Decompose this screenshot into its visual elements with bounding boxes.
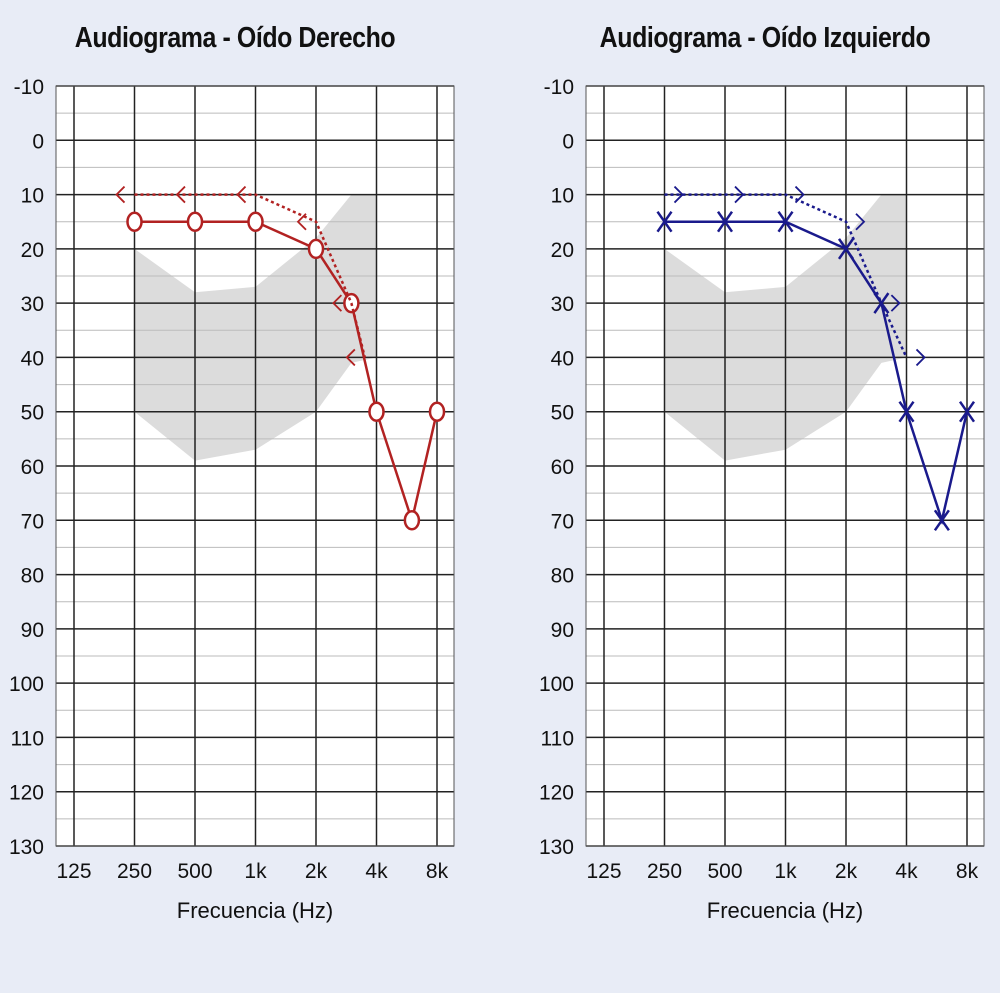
- audiogram-right-panel: Audiograma - Oído Derecho -10 0 10 20 30 40 50…: [0, 0, 470, 993]
- x-tick-label: 500: [177, 860, 212, 883]
- y-tick-label: 110: [11, 727, 44, 750]
- y-tick-label: 40: [551, 347, 574, 370]
- data-point-bracket-left: [175, 185, 186, 204]
- data-point-bracket-right: [734, 185, 745, 204]
- data-point-bracket-right: [890, 294, 901, 312]
- y-tick-label: 40: [21, 347, 44, 370]
- x-axis-label: Frecuencia (Hz): [177, 898, 333, 923]
- plot-border: [55, 85, 455, 847]
- data-point-bracket-left: [236, 185, 247, 204]
- data-point-x: [958, 400, 976, 423]
- y-tick-label: 20: [21, 239, 44, 262]
- y-tick-label: 60: [551, 456, 574, 479]
- y-tick-label: 120: [539, 782, 574, 805]
- series-line: [664, 220, 969, 525]
- y-tick-label: 70: [551, 510, 574, 533]
- data-point-circle: [126, 211, 143, 232]
- data-point-circle: [368, 401, 385, 422]
- x-tick-label: 8k: [956, 860, 979, 883]
- data-point-circle: [247, 211, 264, 232]
- x-tick-label: 4k: [365, 860, 388, 883]
- plot-border: [585, 85, 985, 847]
- x-tick-label: 125: [586, 860, 621, 883]
- y-tick-label: 60: [21, 456, 44, 479]
- data-point-bracket-right: [794, 185, 805, 204]
- chart-title: Audiograma - Oído Izquierdo: [599, 22, 931, 54]
- x-tick-label: 2k: [835, 860, 858, 883]
- series-line: [134, 193, 367, 358]
- y-tick-label: 100: [9, 673, 44, 696]
- data-point-circle: [428, 401, 446, 422]
- y-tick-label: 0: [32, 130, 44, 153]
- data-point-bracket-right: [855, 213, 866, 231]
- data-point-bracket-left: [345, 348, 356, 367]
- data-point-x: [716, 210, 734, 233]
- y-tick-label: 50: [551, 402, 574, 425]
- y-tick-label: 80: [21, 565, 44, 588]
- x-tick-label: 250: [117, 860, 152, 883]
- y-tick-label: 30: [21, 293, 44, 316]
- x-tick-label: 1k: [774, 860, 797, 883]
- data-point-x: [933, 509, 950, 532]
- y-tick-label: -10: [544, 76, 574, 99]
- y-tick-label: 100: [539, 673, 574, 696]
- audiogram-right-chart: -10 0 10 20 30 40 50 60 70 80 90 100 110 120 130 125 250…: [9, 76, 455, 923]
- y-tick-label: 70: [21, 510, 44, 533]
- y-tick-label: 10: [21, 185, 44, 208]
- data-point-bracket-left: [296, 213, 307, 231]
- y-tick-label: -10: [14, 76, 44, 99]
- data-point-bracket-left: [332, 294, 343, 312]
- series-line: [664, 193, 908, 358]
- x-axis-label: Frecuencia (Hz): [707, 898, 863, 923]
- y-tick-label: 130: [9, 836, 44, 859]
- x-tick-label: 2k: [305, 860, 328, 883]
- x-tick-label: 250: [647, 860, 682, 883]
- data-point-circle: [403, 510, 421, 531]
- data-point-circle: [307, 238, 325, 260]
- x-tick-label: 4k: [895, 860, 918, 883]
- y-tick-label: 80: [551, 565, 574, 588]
- y-tick-label: 30: [551, 293, 574, 316]
- y-tick-label: 110: [541, 727, 574, 750]
- data-point-x: [898, 400, 915, 423]
- data-point-circle: [186, 211, 204, 232]
- x-tick-label: 125: [56, 860, 91, 883]
- data-point-bracket-left: [115, 185, 126, 204]
- data-point-x: [837, 238, 855, 260]
- chart-title: Audiograma - Oído Derecho: [74, 22, 396, 54]
- data-point-bracket-right: [673, 185, 684, 204]
- audiogram-left-chart: -10 0 10 20 30 40 50 60 70 80 90 100 110 120 130 125 250…: [539, 76, 985, 923]
- x-tick-label: 1k: [244, 860, 267, 883]
- y-tick-label: 90: [21, 619, 44, 642]
- data-point-x: [656, 210, 673, 233]
- x-tick-label: 500: [707, 860, 742, 883]
- x-tick-label: 8k: [426, 860, 449, 883]
- data-point-x: [777, 210, 794, 233]
- y-tick-label: 10: [551, 185, 574, 208]
- y-tick-label: 0: [562, 130, 574, 153]
- y-tick-label: 120: [9, 782, 44, 805]
- y-tick-label: 50: [21, 402, 44, 425]
- series-line: [134, 220, 439, 525]
- y-tick-label: 20: [551, 239, 574, 262]
- y-tick-label: 130: [539, 836, 574, 859]
- audiogram-left-panel: Audiograma - Oído Izquierdo -10 0 10 20 30 40…: [530, 0, 1000, 993]
- y-tick-label: 90: [551, 619, 574, 642]
- data-point-bracket-right: [915, 348, 926, 367]
